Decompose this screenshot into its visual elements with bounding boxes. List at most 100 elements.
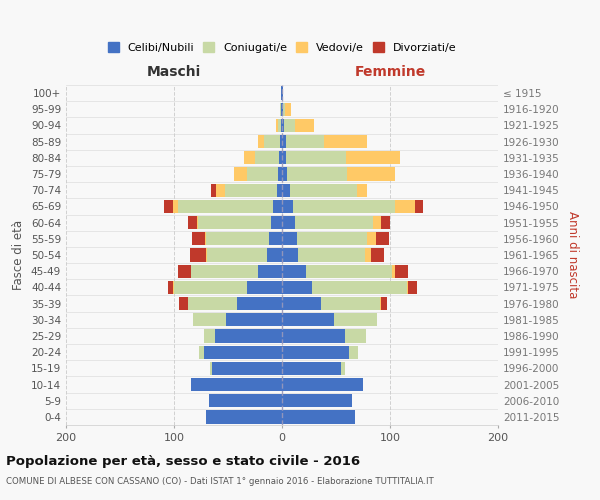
Bar: [188, 216, 197, 230]
Bar: [282, 232, 297, 245]
Bar: [287, 168, 347, 180]
Bar: [282, 102, 283, 116]
Bar: [282, 200, 293, 213]
Text: Femmine: Femmine: [355, 64, 425, 78]
Bar: [282, 313, 334, 326]
Bar: [382, 297, 387, 310]
Bar: [209, 362, 212, 375]
Bar: [225, 184, 277, 197]
Bar: [178, 200, 274, 213]
Bar: [282, 168, 287, 180]
Bar: [226, 313, 282, 326]
Bar: [297, 232, 367, 245]
Bar: [346, 151, 400, 164]
Bar: [371, 248, 383, 262]
Bar: [206, 248, 208, 262]
Bar: [206, 410, 282, 424]
Bar: [382, 216, 390, 230]
Bar: [235, 168, 247, 180]
Bar: [280, 102, 281, 116]
Bar: [208, 248, 267, 262]
Bar: [395, 200, 415, 213]
Bar: [282, 135, 286, 148]
Legend: Celibi/Nubili, Coniugati/e, Vedovi/e, Divorziati/e: Celibi/Nubili, Coniugati/e, Vedovi/e, Di…: [103, 38, 461, 57]
Bar: [193, 313, 226, 326]
Bar: [282, 86, 283, 100]
Bar: [204, 346, 282, 359]
Bar: [365, 248, 371, 262]
Bar: [199, 346, 204, 359]
Bar: [198, 216, 271, 230]
Bar: [258, 264, 282, 278]
Text: COMUNE DI ALBESE CON CASSANO (CO) - Dati ISTAT 1° gennaio 2016 - Elaborazione TU: COMUNE DI ALBESE CON CASSANO (CO) - Dati…: [6, 478, 434, 486]
Bar: [236, 297, 282, 310]
Bar: [407, 280, 409, 294]
Bar: [179, 297, 188, 310]
Text: Maschi: Maschi: [147, 64, 201, 78]
Text: Popolazione per età, sesso e stato civile - 2016: Popolazione per età, sesso e stato civil…: [6, 455, 360, 468]
Bar: [282, 216, 295, 230]
Bar: [409, 280, 417, 294]
Bar: [255, 151, 279, 164]
Bar: [267, 248, 282, 262]
Bar: [282, 119, 284, 132]
Bar: [282, 410, 355, 424]
Bar: [356, 184, 367, 197]
Bar: [278, 168, 282, 180]
Bar: [173, 200, 178, 213]
Bar: [367, 232, 376, 245]
Bar: [247, 168, 278, 180]
Bar: [284, 119, 295, 132]
Bar: [280, 135, 282, 148]
Bar: [286, 135, 324, 148]
Bar: [282, 280, 312, 294]
Bar: [209, 394, 282, 407]
Bar: [263, 135, 280, 148]
Bar: [282, 346, 349, 359]
Bar: [306, 264, 392, 278]
Bar: [178, 264, 191, 278]
Bar: [282, 184, 290, 197]
Bar: [215, 330, 282, 342]
Bar: [373, 216, 382, 230]
Bar: [282, 394, 352, 407]
Bar: [271, 216, 282, 230]
Bar: [349, 346, 358, 359]
Bar: [312, 280, 407, 294]
Bar: [275, 119, 278, 132]
Bar: [244, 151, 255, 164]
Bar: [341, 362, 344, 375]
Bar: [188, 297, 236, 310]
Bar: [324, 135, 367, 148]
Bar: [278, 119, 281, 132]
Bar: [282, 264, 306, 278]
Bar: [283, 102, 285, 116]
Bar: [269, 232, 282, 245]
Bar: [206, 232, 269, 245]
Bar: [167, 280, 173, 294]
Bar: [344, 330, 366, 342]
Bar: [295, 119, 314, 132]
Bar: [347, 168, 395, 180]
Y-axis label: Anni di nascita: Anni di nascita: [566, 212, 579, 298]
Y-axis label: Fasce di età: Fasce di età: [13, 220, 25, 290]
Bar: [211, 184, 216, 197]
Bar: [258, 135, 263, 148]
Bar: [216, 184, 225, 197]
Bar: [281, 102, 282, 116]
Bar: [395, 264, 409, 278]
Bar: [274, 200, 282, 213]
Bar: [286, 151, 346, 164]
Bar: [174, 280, 247, 294]
Bar: [190, 248, 206, 262]
Bar: [282, 330, 344, 342]
Bar: [277, 184, 282, 197]
Bar: [298, 248, 365, 262]
Bar: [321, 297, 380, 310]
Bar: [197, 216, 198, 230]
Bar: [282, 297, 321, 310]
Bar: [173, 280, 174, 294]
Bar: [191, 264, 258, 278]
Bar: [282, 362, 341, 375]
Bar: [205, 232, 206, 245]
